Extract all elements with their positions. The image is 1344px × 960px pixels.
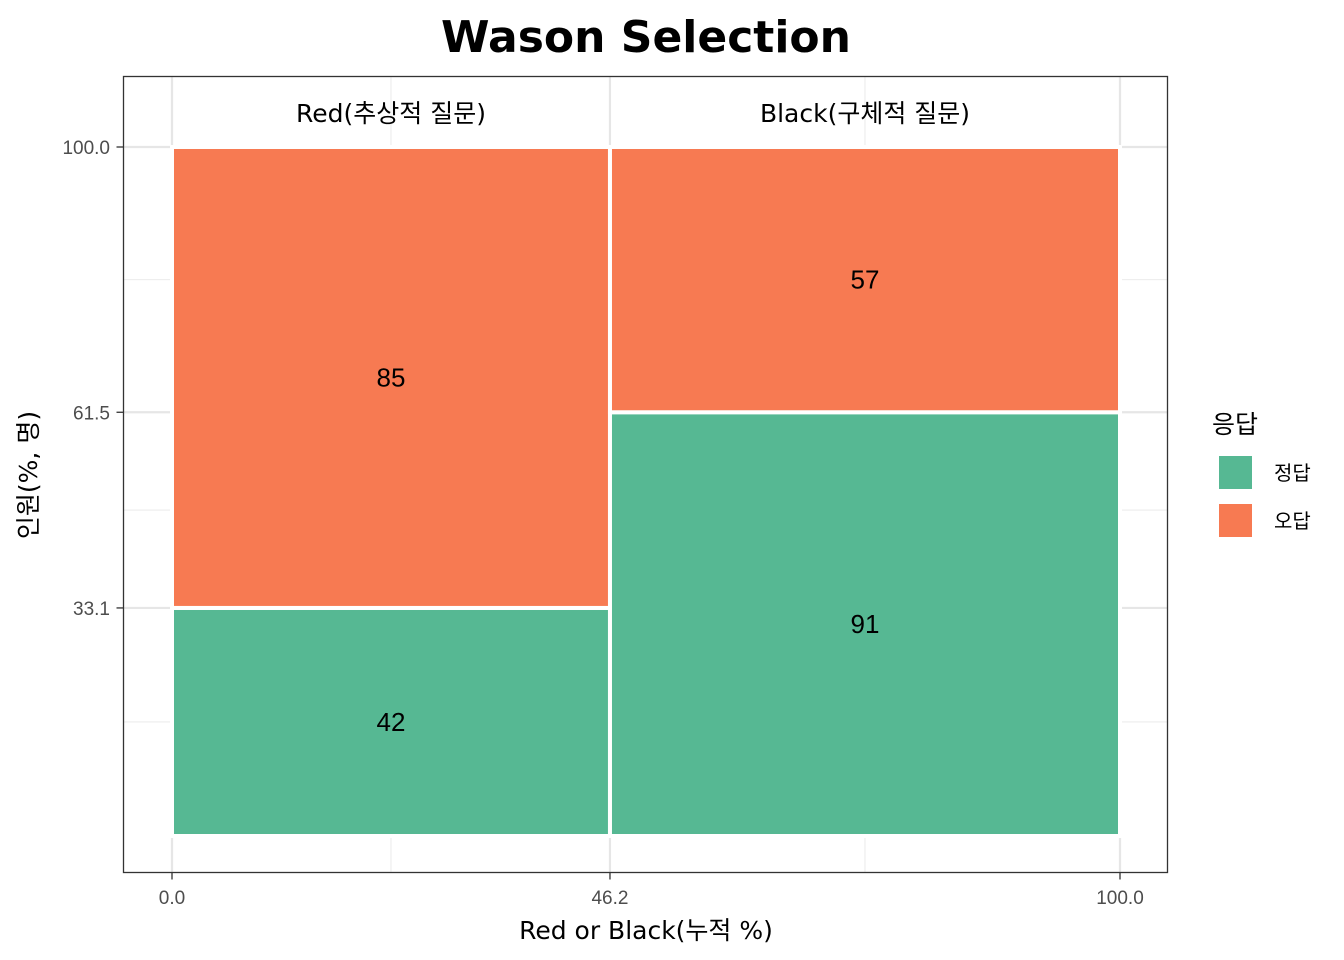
legend-label: 오답: [1274, 509, 1311, 533]
strip-label: Red(추상적 질문): [296, 99, 486, 128]
cell-wrong: [170, 145, 612, 610]
legend-label: 정답: [1274, 461, 1311, 485]
legend-swatch: [1219, 504, 1252, 537]
data-label: 85: [377, 362, 406, 392]
x-axis-title: Red or Black(누적 %): [519, 916, 773, 945]
x-tick-label: 0.0: [159, 888, 185, 909]
y-tick-label: 33.1: [73, 599, 110, 620]
facet-strips: Red(추상적 질문) Black(구체적 질문): [296, 99, 970, 128]
data-label: 57: [851, 265, 880, 295]
cell-correct: [607, 410, 1122, 838]
data-label: 91: [851, 609, 880, 639]
panel-border: [122, 75, 1169, 874]
legend-swatch: [1219, 456, 1252, 489]
y-tick-label: 100.0: [62, 138, 110, 159]
x-tick-label: 46.2: [591, 888, 628, 909]
cell-wrong: [607, 145, 1122, 415]
x-axis-ticks: 0.0 46.2 100.0: [159, 872, 1144, 909]
data-labels: 42 85 91 57: [377, 265, 880, 737]
y-axis-title: 인원(%, 명): [14, 411, 43, 539]
cell-correct: [170, 605, 612, 838]
y-tick-label: 61.5: [73, 403, 110, 424]
data-label: 42: [377, 707, 406, 737]
strip-label: Black(구체적 질문): [760, 99, 970, 128]
mosaic-cells: [170, 145, 1122, 838]
legend-title: 응답: [1212, 410, 1258, 439]
y-axis-ticks: 33.1 61.5 100.0: [62, 138, 124, 620]
x-tick-label: 100.0: [1096, 888, 1144, 909]
chart-title: Wason Selection: [441, 12, 851, 63]
